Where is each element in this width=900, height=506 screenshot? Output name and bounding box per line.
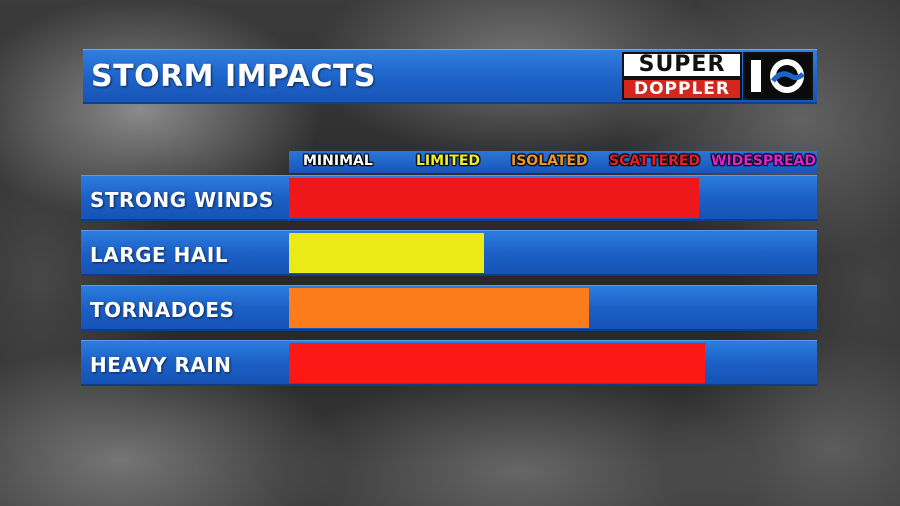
super-doppler-logo: SUPER DOPPLER	[622, 52, 814, 102]
logo-doppler-text: DOPPLER	[622, 78, 742, 100]
channel-10-wave-icon	[743, 52, 813, 100]
impact-scale-header: MINIMAL LIMITED ISOLATED SCATTERED WIDES…	[289, 151, 817, 173]
scale-scattered-label: SCATTERED	[609, 153, 701, 169]
title-bar: STORM IMPACTS SUPER DOPPLER	[83, 49, 817, 104]
impact-bar-track	[289, 233, 815, 273]
impact-bar-track	[289, 343, 815, 383]
impact-row-heavy-rain: HEAVY RAIN	[81, 340, 817, 386]
impact-label: STRONG WINDS	[90, 188, 274, 212]
impact-row-large-hail: LARGE HAIL	[81, 230, 817, 276]
impact-level-bar	[289, 343, 705, 383]
impact-row-tornadoes: TORNADOES	[81, 285, 817, 331]
scale-limited-label: LIMITED	[416, 153, 481, 169]
scale-widespread-label: WIDESPREAD	[711, 153, 816, 169]
scale-isolated-label: ISOLATED	[511, 153, 588, 169]
page-title: STORM IMPACTS	[91, 59, 377, 94]
logo-super-text: SUPER	[622, 52, 742, 78]
impact-bar-track	[289, 288, 815, 328]
impact-level-bar	[289, 288, 589, 328]
impact-label: LARGE HAIL	[90, 243, 229, 267]
impact-level-bar	[289, 233, 484, 273]
impact-row-strong-winds: STRONG WINDS	[81, 175, 817, 221]
scale-minimal-label: MINIMAL	[303, 153, 373, 169]
impact-bar-track	[289, 178, 815, 218]
impact-label: HEAVY RAIN	[90, 353, 232, 377]
impact-level-bar	[289, 178, 700, 218]
impact-label: TORNADOES	[90, 298, 235, 322]
